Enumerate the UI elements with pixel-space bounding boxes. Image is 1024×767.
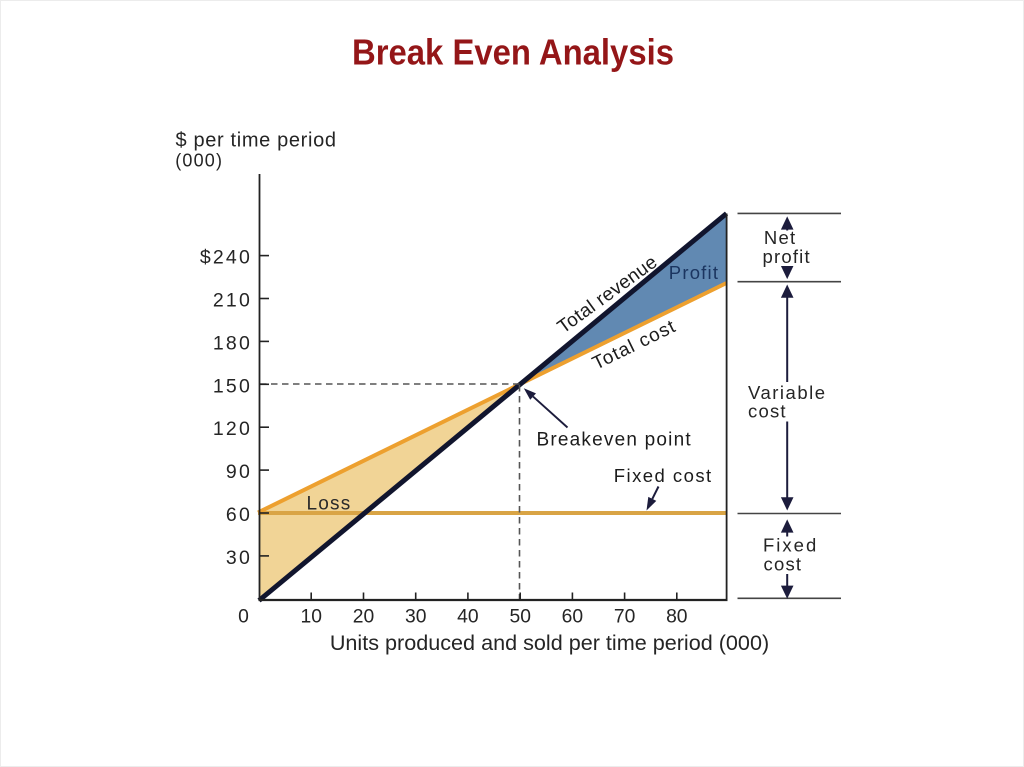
- svg-text:80: 80: [666, 606, 687, 627]
- svg-text:(000): (000): [175, 150, 223, 170]
- svg-text:Fixed cost: Fixed cost: [614, 465, 713, 486]
- svg-text:Units produced and sold per ti: Units produced and sold per time period …: [330, 630, 769, 655]
- svg-text:Net: Net: [764, 227, 796, 248]
- svg-text:$ per time period: $ per time period: [176, 129, 337, 151]
- svg-text:Fixed: Fixed: [763, 535, 818, 556]
- svg-text:40: 40: [457, 606, 478, 627]
- svg-text:90: 90: [226, 461, 252, 483]
- svg-text:150: 150: [213, 375, 252, 397]
- svg-text:Breakeven point: Breakeven point: [537, 430, 692, 451]
- svg-text:30: 30: [405, 606, 426, 627]
- svg-text:50: 50: [509, 606, 530, 627]
- svg-text:10: 10: [300, 606, 321, 627]
- svg-text:60: 60: [562, 606, 583, 627]
- svg-text:210: 210: [213, 290, 252, 312]
- svg-text:0: 0: [238, 606, 249, 627]
- svg-text:cost: cost: [748, 401, 787, 422]
- svg-text:180: 180: [213, 332, 252, 354]
- svg-text:$240: $240: [200, 247, 252, 269]
- svg-text:60: 60: [226, 504, 252, 526]
- svg-text:120: 120: [213, 418, 252, 440]
- svg-text:70: 70: [614, 606, 635, 627]
- svg-text:Loss: Loss: [307, 493, 352, 514]
- svg-text:30: 30: [226, 547, 252, 569]
- svg-text:20: 20: [353, 606, 374, 627]
- svg-text:Profit: Profit: [669, 262, 719, 283]
- svg-text:Break Even Analysis: Break Even Analysis: [352, 32, 674, 73]
- svg-text:Variable: Variable: [748, 382, 827, 403]
- svg-text:profit: profit: [763, 246, 811, 267]
- svg-text:cost: cost: [764, 554, 803, 575]
